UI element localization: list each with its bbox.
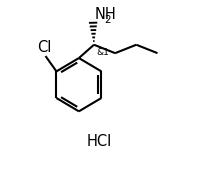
Text: Cl: Cl	[38, 40, 52, 55]
Text: NH: NH	[95, 7, 117, 22]
Text: 2: 2	[105, 15, 111, 25]
Text: &1: &1	[96, 48, 109, 57]
Text: HCl: HCl	[86, 134, 112, 149]
